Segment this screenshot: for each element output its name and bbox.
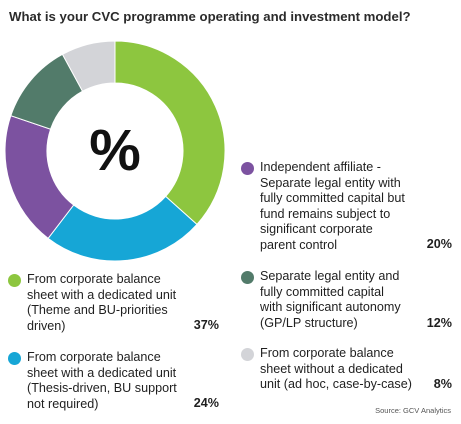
legend-swatch-purple: [241, 162, 254, 175]
legend-swatch-grey: [241, 348, 254, 361]
chart-title: What is your CVC programme operating and…: [9, 9, 411, 24]
legend-swatch-dark-green: [241, 271, 254, 284]
source-note: Source: GCV Analytics: [375, 406, 451, 415]
legend-label: From corporate balance sheet without a d…: [260, 346, 412, 391]
legend-percent: 12%: [426, 316, 452, 330]
legend-percent: 37%: [193, 318, 219, 332]
legend-label: Independent affiliate - Separate legal e…: [260, 160, 405, 252]
legend-item-balance-sheet-thesis: From corporate balance sheet with a dedi…: [8, 350, 223, 414]
donut-chart: %: [4, 40, 226, 262]
legend-label: Separate legal entity and fully committe…: [260, 269, 401, 330]
legend-swatch-blue: [8, 352, 21, 365]
center-percent-symbol: %: [89, 118, 141, 183]
legend-item-balance-sheet-theme: From corporate balance sheet with a dedi…: [8, 272, 223, 336]
legend-label: From corporate balance sheet with a dedi…: [27, 350, 177, 411]
donut-slices: [4, 40, 226, 262]
legend-label: From corporate balance sheet with a dedi…: [27, 272, 177, 333]
legend-percent: 8%: [433, 377, 452, 391]
legend-item-no-dedicated-unit: From corporate balance sheet without a d…: [241, 346, 454, 394]
legend-percent: 24%: [193, 396, 219, 410]
legend-item-separate-legal-entity: Separate legal entity and fully committe…: [241, 269, 454, 333]
donut-slice-0: [114, 40, 226, 226]
legend-percent: 20%: [426, 237, 452, 251]
legend-item-independent-affiliate: Independent affiliate - Separate legal e…: [241, 160, 454, 255]
donut-slice-4: [61, 40, 116, 92]
legend-swatch-green: [8, 274, 21, 287]
